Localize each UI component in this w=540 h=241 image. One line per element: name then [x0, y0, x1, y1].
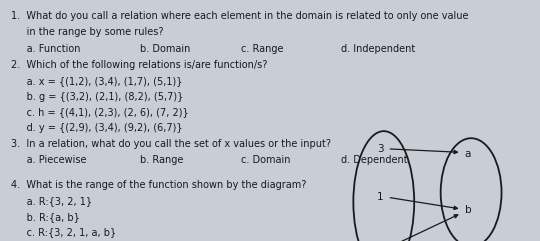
Text: 1: 1 [377, 192, 383, 202]
Text: 4.  What is the range of the function shown by the diagram?: 4. What is the range of the function sho… [11, 180, 306, 190]
Text: b. g = {(3,2), (2,1), (8,2), (5,7)}: b. g = {(3,2), (2,1), (8,2), (5,7)} [11, 92, 183, 102]
Text: 2.  Which of the following relations is/are function/s?: 2. Which of the following relations is/a… [11, 60, 267, 70]
Text: 3.  In a relation, what do you call the set of x values or the input?: 3. In a relation, what do you call the s… [11, 139, 330, 149]
Text: b. R:{a, b}: b. R:{a, b} [11, 212, 79, 222]
Text: a. Function: a. Function [11, 44, 80, 54]
Text: c. h = {(4,1), (2,3), (2, 6), (7, 2)}: c. h = {(4,1), (2,3), (2, 6), (7, 2)} [11, 107, 188, 117]
Text: d. Dependent: d. Dependent [341, 155, 408, 166]
Text: c. Range: c. Range [241, 44, 284, 54]
Text: 1.  What do you call a relation where each element in the domain is related to o: 1. What do you call a relation where eac… [11, 11, 468, 21]
Text: b: b [464, 205, 471, 215]
Text: a. x = {(1,2), (3,4), (1,7), (5,1)}: a. x = {(1,2), (3,4), (1,7), (5,1)} [11, 77, 182, 87]
Text: b. Domain: b. Domain [140, 44, 191, 54]
Text: a: a [465, 148, 471, 159]
Text: c. Domain: c. Domain [241, 155, 291, 166]
Text: b. Range: b. Range [140, 155, 184, 166]
Text: d. y = {(2,9), (3,4), (9,2), (6,7)}: d. y = {(2,9), (3,4), (9,2), (6,7)} [11, 123, 183, 133]
Text: a. Piecewise: a. Piecewise [11, 155, 86, 166]
Text: a. R:{3, 2, 1}: a. R:{3, 2, 1} [11, 197, 92, 207]
Text: 3: 3 [377, 144, 383, 154]
Text: in the range by some rules?: in the range by some rules? [11, 27, 163, 37]
Text: c. R:{3, 2, 1, a, b}: c. R:{3, 2, 1, a, b} [11, 227, 116, 237]
Text: d. Independent: d. Independent [341, 44, 416, 54]
